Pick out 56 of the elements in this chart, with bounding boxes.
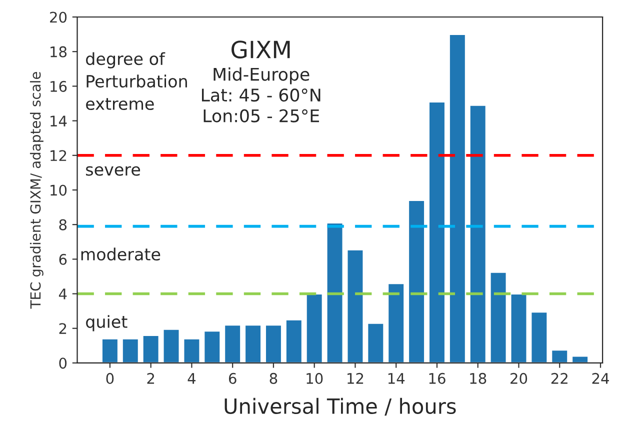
bar	[203, 330, 222, 363]
x-tick-label: 14	[388, 373, 405, 384]
bar	[387, 282, 405, 363]
bar	[571, 355, 589, 363]
bar	[162, 328, 180, 363]
text: GIXM	[232, 40, 290, 58]
bar	[244, 324, 262, 363]
y-axis-title: TEC gradient GIXM/ adapted scale	[30, 72, 44, 309]
x-axis-title: Universal Time / hours	[224, 398, 456, 416]
y-tick-label: 14	[50, 116, 67, 126]
x-tick-label: 16	[429, 372, 446, 384]
bar	[142, 334, 160, 363]
annotation: severe	[86, 166, 140, 176]
y-tick-label: 0	[59, 358, 67, 369]
bar	[366, 322, 385, 363]
bar	[224, 324, 242, 363]
y-tick-label: 8	[59, 219, 67, 230]
x-tick-label: 0	[106, 372, 114, 384]
bar	[510, 293, 528, 363]
y-tick-label: 10	[50, 184, 67, 196]
bar	[550, 349, 568, 363]
x-tick-label: 22	[551, 372, 568, 384]
bar	[346, 248, 364, 363]
x-tick-label: 10	[306, 372, 323, 384]
bar	[448, 34, 466, 363]
x-tick-label: 24	[592, 372, 609, 384]
annotation: moderate	[81, 248, 160, 261]
text: Mid-Europe Lat: 45 - 60°N Lon:05 - 25°E	[202, 67, 320, 122]
bar	[285, 319, 303, 363]
y-tick-label: 20	[50, 12, 67, 23]
x-tick-label: 20	[510, 372, 528, 384]
bar	[122, 338, 140, 363]
y-tick-label: 6	[59, 254, 67, 265]
bar	[264, 324, 282, 363]
x-tick-label: 18	[470, 372, 486, 384]
y-tick-label: 12	[50, 150, 66, 161]
bar	[530, 311, 548, 363]
bar	[182, 338, 201, 363]
annotation: quiet	[86, 315, 128, 332]
x-tick-label: 4	[188, 373, 196, 384]
x-tick-label: 6	[228, 372, 236, 384]
bar	[489, 271, 508, 363]
bar	[101, 338, 119, 363]
bar	[305, 293, 324, 363]
x-tick-label: 12	[348, 372, 364, 384]
x-tick-label: 2	[147, 372, 154, 384]
x-tick-label: 8	[270, 372, 278, 384]
bar	[428, 101, 446, 363]
y-tick-label: 16	[50, 80, 67, 92]
bar	[468, 104, 487, 363]
bar	[408, 200, 426, 363]
y-tick-label: 2	[59, 323, 66, 334]
y-tick-label: 18	[50, 46, 67, 58]
bar	[326, 222, 344, 363]
annotation: degree of Perturbation extreme	[86, 52, 187, 110]
y-tick-label: 4	[58, 288, 67, 300]
